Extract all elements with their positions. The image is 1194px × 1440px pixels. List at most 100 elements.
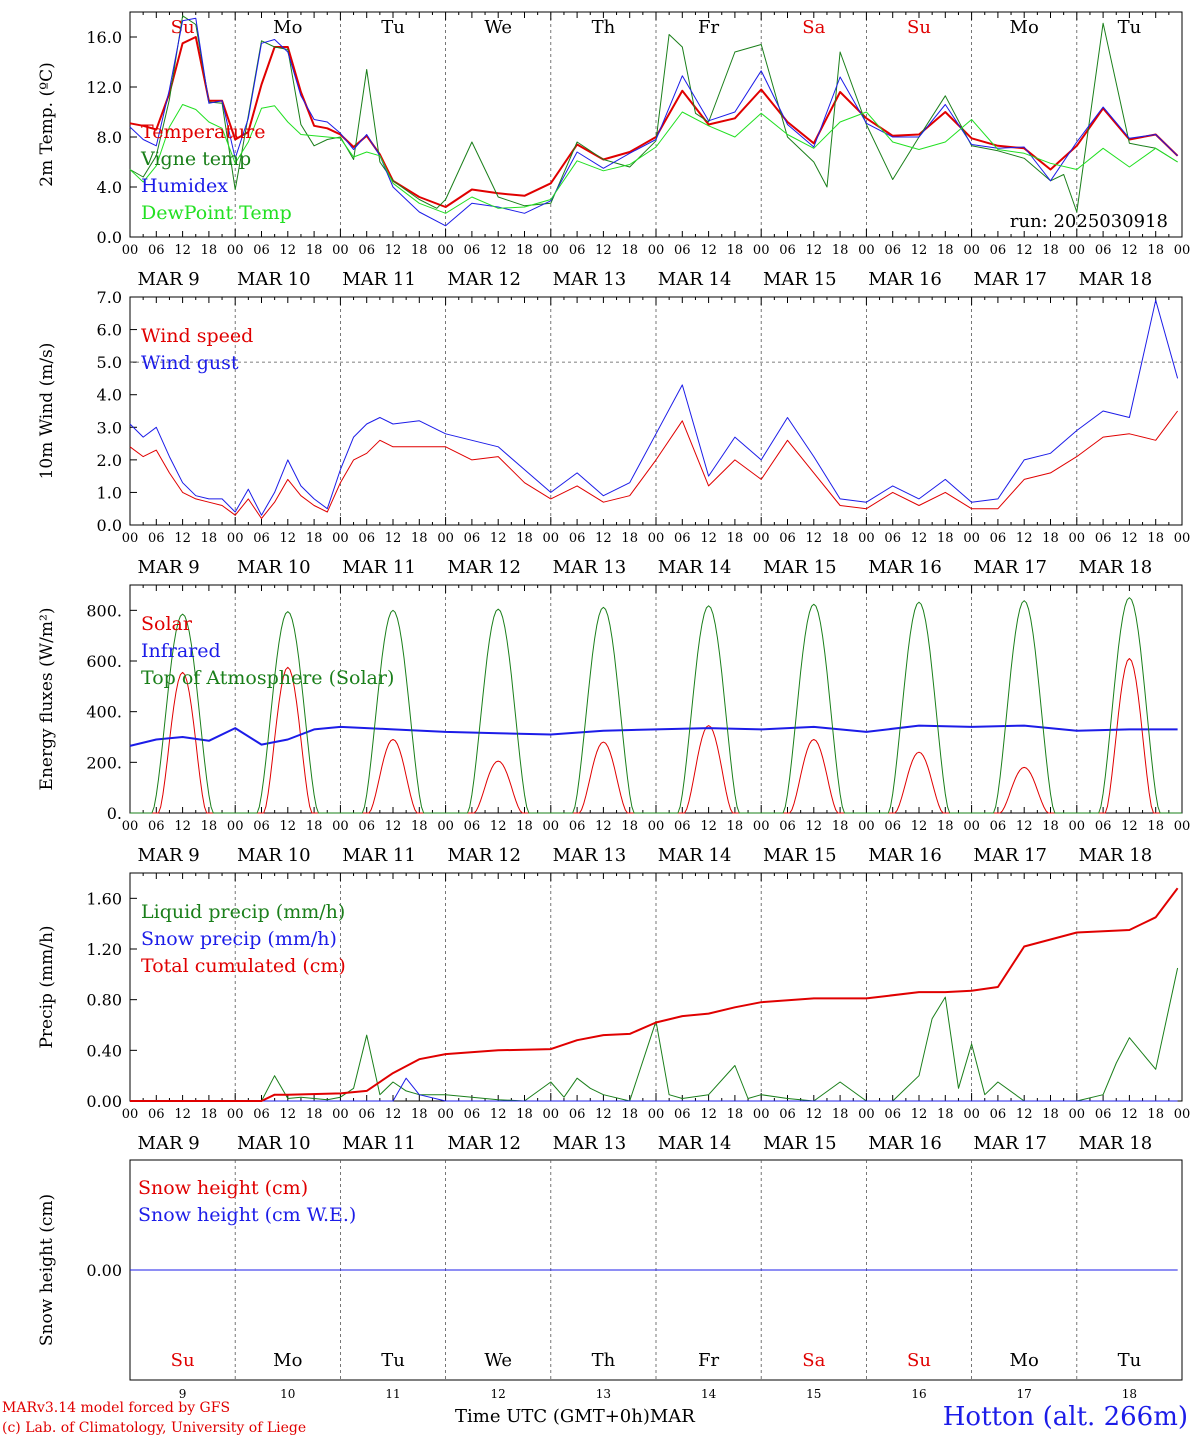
hour-tick-label: 00 — [1069, 531, 1086, 546]
hour-tick-label: 12 — [280, 243, 297, 258]
hour-tick-label: 12 — [806, 1107, 823, 1122]
hour-tick-label: 18 — [1042, 243, 1059, 258]
series-line — [130, 967, 1179, 1102]
hour-tick-label: 00 — [543, 819, 560, 834]
day-name-label: Mo — [273, 17, 302, 38]
y-tick-label: 12.0 — [86, 78, 122, 97]
hour-tick-label: 00 — [963, 243, 980, 258]
date-label: MAR 18 — [1079, 557, 1153, 578]
hour-tick-label: 12 — [806, 819, 823, 834]
date-label: MAR 17 — [973, 1133, 1047, 1154]
hour-tick-label: 00 — [1174, 819, 1191, 834]
hour-tick-label: 12 — [911, 531, 928, 546]
date-label: MAR 15 — [763, 845, 837, 866]
hour-tick-label: 12 — [1016, 243, 1033, 258]
y-tick-label: 1.20 — [86, 940, 122, 959]
date-label: MAR 18 — [1079, 269, 1153, 290]
hour-tick-label: 18 — [306, 531, 323, 546]
series-line — [130, 1077, 1178, 1102]
series-line — [129, 104, 1178, 214]
date-label: MAR 16 — [868, 557, 942, 578]
y-tick-label: 3.0 — [97, 418, 122, 437]
date-label: MAR 14 — [658, 1133, 732, 1154]
y-tick-label: 16.0 — [86, 28, 122, 47]
legend-entry: Snow precip (mm/h) — [141, 928, 337, 950]
hour-tick-label: 18 — [411, 819, 428, 834]
legend-entry: Temperature — [141, 121, 265, 143]
hour-tick-label: 06 — [674, 819, 691, 834]
hour-tick-label: 18 — [621, 1107, 638, 1122]
y-tick-label: 200. — [86, 753, 122, 772]
legend-entry: Top of Atmosphere (Solar) — [141, 667, 394, 689]
hour-tick-label: 12 — [700, 531, 717, 546]
hour-tick-label: 06 — [464, 1107, 481, 1122]
y-axis-label: 10m Wind (m/s) — [37, 343, 57, 480]
hour-tick-label: 00 — [648, 243, 665, 258]
date-label: MAR 17 — [973, 845, 1047, 866]
hour-tick-label: 06 — [779, 531, 796, 546]
hour-tick-label: 18 — [201, 531, 218, 546]
legend-entry: Snow height (cm W.E.) — [138, 1204, 356, 1226]
legend-entry: Wind gust — [141, 352, 239, 374]
day-number-label: 16 — [911, 1387, 926, 1401]
hour-tick-label: 12 — [1016, 531, 1033, 546]
date-label: MAR 14 — [658, 845, 732, 866]
hour-tick-label: 06 — [884, 531, 901, 546]
day-name-label: We — [484, 17, 512, 38]
hour-tick-label: 18 — [411, 1107, 428, 1122]
date-label: MAR 10 — [237, 557, 311, 578]
legend-entry: Vigne temp — [140, 148, 251, 170]
day-number-label: 15 — [806, 1387, 821, 1401]
y-tick-label: 7.0 — [97, 288, 122, 307]
hour-tick-label: 00 — [332, 531, 349, 546]
hour-tick-label: 18 — [516, 1107, 533, 1122]
day-number-label: 18 — [1122, 1387, 1137, 1401]
day-name-label: Tu — [381, 17, 405, 38]
hour-tick-label: 12 — [280, 819, 297, 834]
hour-tick-label: 12 — [806, 243, 823, 258]
y-axis-label: Precip (mm/h) — [37, 925, 57, 1048]
hour-tick-label: 12 — [911, 1107, 928, 1122]
date-label: MAR 17 — [973, 557, 1047, 578]
series-line — [130, 887, 1179, 1102]
hour-tick-label: 06 — [148, 1107, 165, 1122]
hour-tick-label: 06 — [464, 531, 481, 546]
date-label: MAR 11 — [342, 1133, 416, 1154]
day-number-label: 10 — [280, 1387, 295, 1401]
hour-tick-label: 18 — [201, 243, 218, 258]
hour-tick-label: 12 — [385, 243, 402, 258]
hour-tick-label: 06 — [148, 243, 165, 258]
hour-tick-label: 00 — [1069, 243, 1086, 258]
hour-tick-label: 00 — [543, 1107, 560, 1122]
y-axis-label: Snow height (cm) — [37, 1194, 57, 1346]
hour-tick-label: 06 — [990, 819, 1007, 834]
hour-tick-label: 12 — [385, 1107, 402, 1122]
hour-tick-label: 06 — [253, 531, 270, 546]
hour-tick-label: 00 — [332, 1107, 349, 1122]
y-tick-label: 600. — [86, 652, 122, 671]
day-number-label: 11 — [385, 1387, 400, 1401]
hour-tick-label: 18 — [1042, 819, 1059, 834]
hour-tick-label: 00 — [227, 1107, 244, 1122]
y-tick-label: 0.80 — [86, 991, 122, 1010]
hour-tick-label: 12 — [700, 1107, 717, 1122]
day-number-label: 14 — [701, 1387, 717, 1401]
day-number-label: 13 — [596, 1387, 611, 1401]
hour-tick-label: 12 — [174, 531, 191, 546]
y-tick-label: 0.0 — [97, 228, 122, 247]
hour-tick-label: 00 — [437, 1107, 454, 1122]
hour-tick-label: 06 — [569, 531, 586, 546]
hour-tick-label: 06 — [1095, 819, 1112, 834]
hour-tick-label: 06 — [884, 1107, 901, 1122]
date-label: MAR 12 — [447, 557, 521, 578]
hour-tick-label: 06 — [884, 819, 901, 834]
hour-tick-label: 00 — [1174, 531, 1191, 546]
hour-tick-label: 06 — [1095, 243, 1112, 258]
hour-tick-label: 00 — [437, 819, 454, 834]
hour-tick-label: 12 — [595, 531, 612, 546]
hour-tick-label: 18 — [937, 1107, 954, 1122]
hour-tick-label: 06 — [464, 819, 481, 834]
day-name-label: Su — [171, 17, 195, 38]
hour-tick-label: 00 — [122, 531, 139, 546]
y-tick-label: 0.0 — [97, 516, 122, 535]
